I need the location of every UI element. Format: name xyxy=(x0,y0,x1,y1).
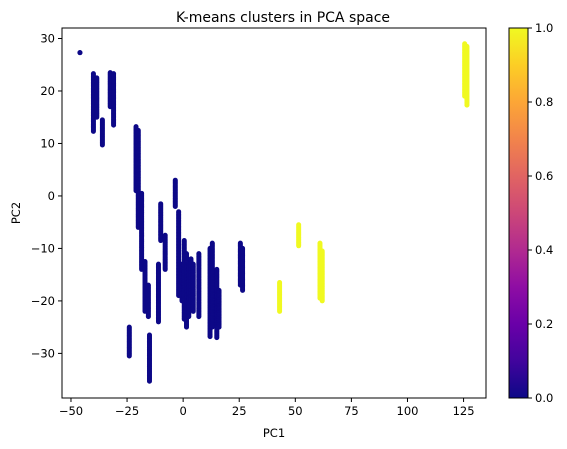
x-tick-label: 125 xyxy=(453,404,475,418)
x-axis-label: PC1 xyxy=(263,426,285,440)
data-point xyxy=(77,50,83,56)
colorbar-tick-label: 0.6 xyxy=(535,169,553,183)
scatter-points xyxy=(77,41,470,384)
y-tick-label: 30 xyxy=(40,31,55,45)
data-point xyxy=(190,308,196,314)
x-tick-label: −50 xyxy=(59,404,83,418)
colorbar-tick-label: 1.0 xyxy=(535,21,553,35)
data-point xyxy=(216,324,222,330)
data-point xyxy=(158,238,164,244)
data-point xyxy=(184,324,190,330)
y-tick-label: −20 xyxy=(31,294,55,308)
y-axis-ticks: 30 20 10 0 −10 −20 −30 xyxy=(31,31,62,360)
colorbar-tick-label: 0.4 xyxy=(535,243,553,257)
data-point xyxy=(111,122,117,128)
data-point xyxy=(145,314,151,320)
y-tick-label: 0 xyxy=(48,189,55,203)
data-point xyxy=(146,378,152,384)
data-point xyxy=(162,266,168,272)
x-tick-label: 50 xyxy=(288,404,303,418)
data-point xyxy=(126,353,132,359)
data-point xyxy=(196,314,202,320)
colorbar-ticks: 0.0 0.2 0.4 0.6 0.8 1.0 xyxy=(528,21,553,405)
y-axis-label: PC2 xyxy=(9,202,23,224)
x-tick-label: −25 xyxy=(115,404,139,418)
y-tick-label: 10 xyxy=(40,136,55,150)
y-tick-label: 20 xyxy=(40,84,55,98)
data-point xyxy=(90,128,96,134)
data-point xyxy=(172,203,178,209)
colorbar-tick-label: 0.0 xyxy=(535,391,553,405)
data-point xyxy=(214,335,220,341)
colorbar-tick-label: 0.8 xyxy=(535,95,553,109)
data-point xyxy=(186,314,192,320)
colorbar xyxy=(508,27,529,399)
plot-area-frame xyxy=(61,27,487,399)
data-point xyxy=(207,334,213,340)
y-tick-label: −10 xyxy=(31,241,55,255)
x-axis-ticks: −50 −25 0 25 50 75 100 125 xyxy=(59,398,475,418)
data-point xyxy=(209,324,215,330)
x-tick-label: 0 xyxy=(179,404,186,418)
x-tick-label: 25 xyxy=(232,404,247,418)
data-point xyxy=(99,142,105,148)
x-tick-label: 75 xyxy=(344,404,359,418)
data-point xyxy=(319,298,325,304)
data-point xyxy=(464,102,470,108)
data-point xyxy=(94,114,100,120)
colorbar-tick-label: 0.2 xyxy=(535,317,553,331)
x-tick-label: 100 xyxy=(397,404,419,418)
chart-title: K-means clusters in PCA space xyxy=(176,10,390,26)
data-point xyxy=(277,308,283,314)
data-point xyxy=(296,243,302,249)
data-point xyxy=(240,287,246,293)
y-tick-label: −30 xyxy=(31,346,55,360)
data-point xyxy=(155,319,161,325)
